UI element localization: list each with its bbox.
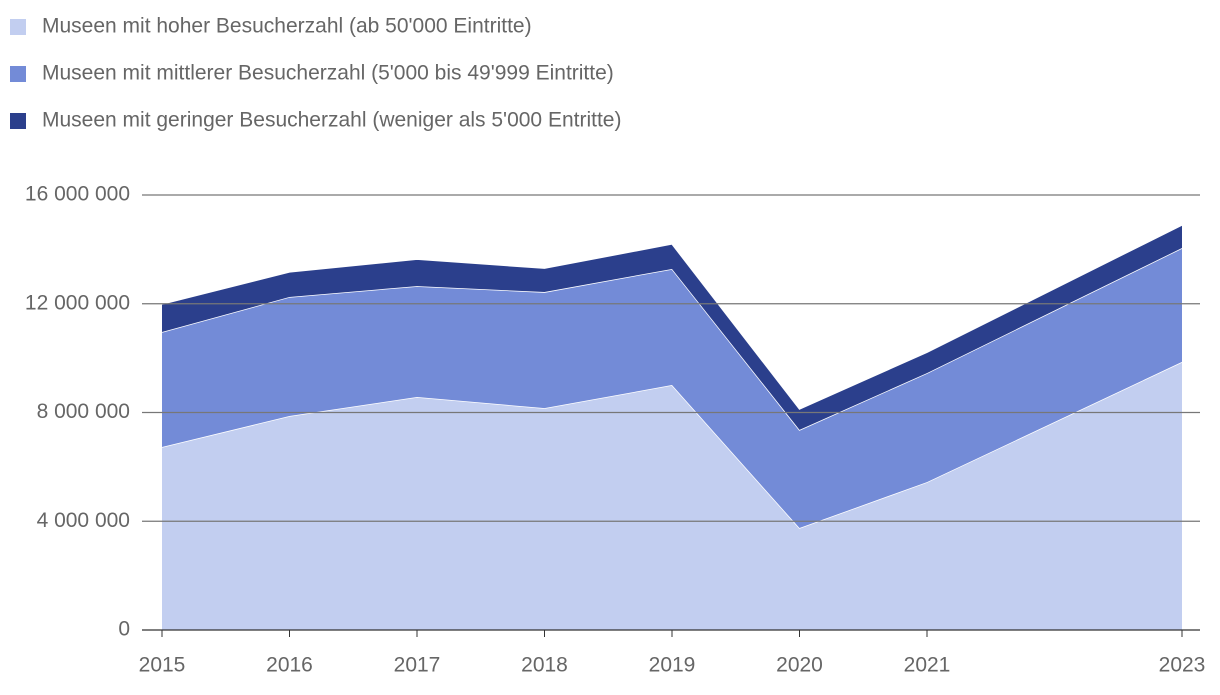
x-tick-label: 2017	[394, 654, 441, 677]
legend-swatch	[10, 66, 26, 82]
x-tick-label: 2016	[266, 654, 313, 677]
y-tick-label: 8 000 000	[37, 400, 130, 423]
area	[162, 248, 1182, 529]
area	[162, 361, 1182, 630]
legend-label: Museen mit geringer Besucherzahl (wenige…	[42, 109, 621, 132]
x-tick-label: 2020	[776, 654, 823, 677]
y-tick-label: 12 000 000	[25, 291, 130, 314]
area-edge	[161, 224, 1183, 410]
legend-label: Museen mit mittlerer Besucherzahl (5'000…	[42, 62, 614, 85]
legend-swatch	[10, 19, 26, 35]
x-tick-label: 2021	[904, 654, 951, 677]
y-tick-label: 4 000 000	[37, 509, 130, 532]
y-tick-label: 0	[118, 618, 130, 641]
x-tick-label: 2023	[1159, 654, 1206, 677]
x-tick-label: 2018	[521, 654, 568, 677]
area	[162, 224, 1182, 430]
legend-swatch	[10, 113, 26, 129]
legend-label: Museen mit hoher Besucherzahl (ab 50'000…	[42, 15, 532, 38]
y-tick-label: 16 000 000	[25, 183, 130, 206]
x-tick-label: 2019	[649, 654, 696, 677]
x-tick-label: 2015	[139, 654, 186, 677]
